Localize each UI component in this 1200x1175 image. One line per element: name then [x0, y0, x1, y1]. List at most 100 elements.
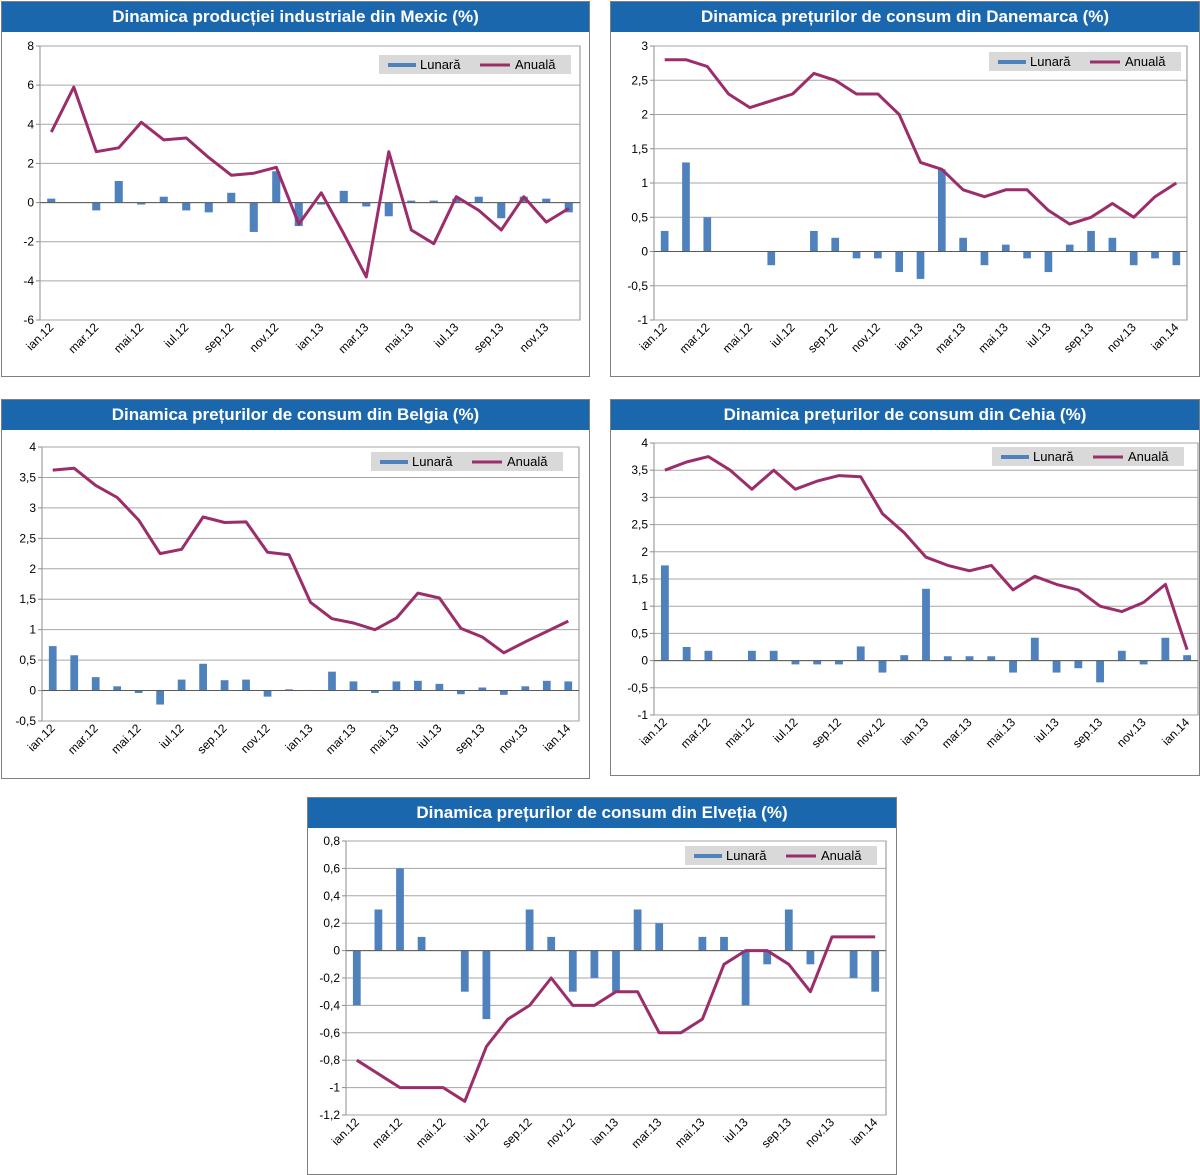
x-tick-label: mar.13: [932, 320, 968, 356]
bar-monthly: [769, 650, 778, 661]
y-tick-label: 1,5: [19, 592, 36, 606]
y-tick-label: 0: [641, 245, 648, 259]
legend-label-monthly: Lunară: [1030, 54, 1071, 69]
bar-monthly: [497, 202, 506, 219]
y-tick-label: 1: [29, 623, 36, 637]
x-tick-label: nov.12: [848, 320, 883, 355]
bar-monthly: [703, 217, 712, 252]
bar-monthly: [374, 909, 383, 951]
x-tick-label: iul.13: [1031, 715, 1061, 745]
x-tick-label: iul.12: [461, 1115, 491, 1145]
bar-monthly: [720, 936, 728, 951]
bar-monthly: [263, 690, 272, 697]
bar-monthly: [660, 230, 669, 252]
bar-monthly: [352, 950, 361, 1006]
bar-monthly: [660, 565, 669, 661]
bar-monthly: [482, 950, 491, 1020]
x-tick-label: iul.12: [157, 721, 187, 751]
y-tick-label: 0,4: [323, 889, 340, 903]
bar-monthly: [392, 681, 401, 691]
x-tick-label: nov.13: [517, 320, 552, 355]
x-tick-label: iul.12: [770, 715, 800, 745]
legend-swatch-monthly: [694, 854, 722, 858]
bar-monthly: [1139, 660, 1148, 665]
y-tick-label: -0,4: [319, 998, 340, 1012]
y-tick-label: -0,5: [627, 681, 648, 695]
bar-monthly: [791, 660, 800, 665]
y-tick-label: 2: [641, 108, 648, 122]
bar-monthly: [895, 251, 904, 273]
y-tick-label: 4: [29, 440, 36, 454]
y-tick-label: -0,2: [319, 971, 340, 985]
chart-panel-elvetia: Dinamica prețurilor de consum din Elveți…: [307, 797, 897, 1175]
x-tick-label: mar.12: [369, 1115, 405, 1151]
bar-monthly: [564, 202, 573, 213]
line-annual: [52, 466, 569, 655]
bar-monthly: [655, 923, 664, 951]
bar-monthly: [682, 647, 691, 661]
x-tick-label: iul.13: [1023, 320, 1053, 350]
x-tick-label: iul.13: [431, 320, 461, 350]
legend-swatch-monthly: [1001, 455, 1029, 459]
bar-monthly: [362, 202, 371, 207]
bar-monthly: [1065, 244, 1074, 252]
bar-monthly: [1129, 251, 1138, 266]
legend-box: [989, 52, 1181, 71]
bar-monthly: [871, 950, 880, 992]
bar-monthly: [525, 909, 534, 951]
y-tick-label: 0,2: [323, 916, 340, 930]
x-tick-label: sep.12: [499, 1115, 535, 1151]
y-tick-label: 1,5: [631, 142, 648, 156]
y-tick-label: -0,8: [319, 1053, 340, 1067]
legend-swatch-monthly: [998, 60, 1026, 64]
bar-monthly: [396, 868, 404, 951]
legend-label-monthly: Lunară: [420, 57, 461, 72]
bar-monthly: [177, 679, 186, 691]
y-tick-label: -1: [637, 708, 648, 722]
bar-monthly: [1023, 251, 1031, 259]
y-tick-label: 0: [333, 944, 340, 958]
bar-monthly: [1096, 660, 1104, 683]
y-tick-label: -0,5: [627, 279, 648, 293]
chart-panel-mexic: Dinamica producției industriale din Mexi…: [1, 1, 590, 377]
legend-label-annual: Anuală: [1125, 54, 1166, 69]
x-tick-label: ian.13: [283, 721, 316, 754]
bar-monthly: [429, 200, 438, 203]
x-tick-label: sep.13: [452, 721, 488, 757]
bar-monthly: [1087, 230, 1095, 252]
x-tick-label: sep.12: [805, 320, 841, 356]
bar-monthly: [113, 686, 122, 691]
bar-monthly: [612, 950, 620, 992]
bar-monthly: [1108, 237, 1117, 252]
y-tick-label: 0: [641, 654, 648, 668]
x-tick-label: mai.12: [722, 715, 758, 751]
legend-box: [992, 447, 1184, 466]
bar-monthly: [199, 663, 207, 691]
bar-monthly: [242, 679, 250, 691]
y-tick-label: 0,5: [631, 210, 648, 224]
y-tick-label: 3: [641, 39, 648, 53]
y-tick-label: 6: [27, 78, 34, 92]
bar-monthly: [1030, 637, 1039, 661]
y-tick-label: 2: [27, 156, 34, 170]
x-tick-label: sep.13: [471, 320, 507, 356]
x-tick-label: ian.13: [893, 320, 926, 353]
x-tick-label: ian.14: [847, 1115, 880, 1148]
x-tick-label: ian.13: [898, 715, 931, 748]
y-tick-label: -4: [23, 274, 34, 288]
bar-monthly: [748, 650, 756, 661]
x-tick-label: nov.13: [802, 1115, 837, 1150]
x-tick-label: nov.12: [543, 1115, 578, 1150]
x-tick-label: mar.12: [65, 721, 101, 757]
bar-monthly: [542, 680, 551, 691]
x-tick-label: ian.13: [293, 320, 326, 353]
x-tick-label: sep.12: [194, 721, 230, 757]
chart-elvetia: 0,8 0,6 0,4 0,2 0 -0,2 -0,4 -0,6 -0,8 -1 -1,2 ian.1…: [319, 834, 887, 1151]
x-tick-label: iul.13: [414, 721, 444, 751]
y-tick-label: 2,5: [19, 531, 36, 545]
x-tick-label: mai.13: [976, 320, 1012, 356]
x-tick-label: nov.12: [247, 320, 282, 355]
